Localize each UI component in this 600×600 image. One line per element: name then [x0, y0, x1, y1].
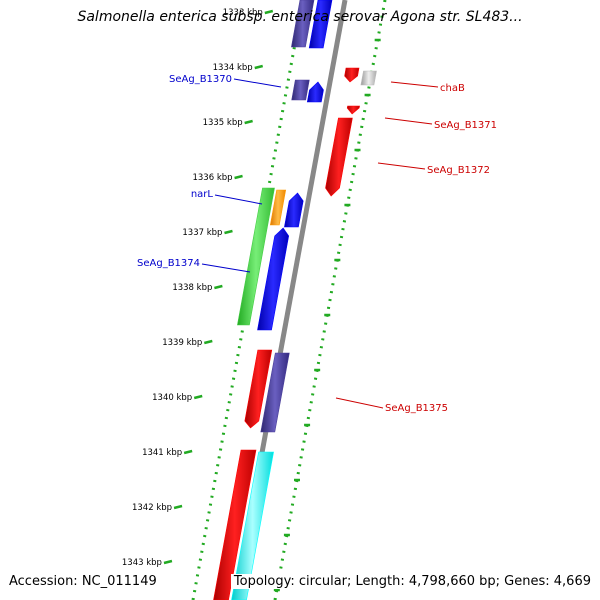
kbp-tick-label: 1338 kbp — [172, 283, 212, 293]
gene-SeAg_B1374 — [257, 227, 290, 331]
gene-SeAg_B1370-a — [291, 79, 310, 101]
gene-label-SeAg_B1372[interactable]: SeAg_B1372 — [427, 165, 490, 176]
gene-narL — [284, 192, 304, 228]
gene-SeAg_B1370-b — [306, 81, 324, 103]
kbp-tick-label: 1336 kbp — [192, 173, 232, 183]
gene-SeAg_B1375 — [260, 352, 290, 433]
kbp-tick — [193, 394, 203, 400]
gene-red-1340 — [244, 349, 273, 429]
kbp-tick-label: 1340 kbp — [152, 393, 192, 403]
kbp-tick — [163, 559, 173, 565]
kbp-tick-label: 1335 kbp — [203, 118, 243, 128]
gene-label-SeAg_B1370[interactable]: SeAg_B1370 — [169, 74, 232, 85]
gene-label-SeAg_B1375[interactable]: SeAg_B1375 — [385, 403, 448, 414]
gene-SeAg_B1374-green — [237, 187, 275, 326]
accession-label: Accession: NC_011149 — [6, 574, 160, 589]
kbp-tick — [224, 229, 233, 235]
kbp-tick-label: 1343 kbp — [122, 558, 162, 568]
gene-SeAg_B1372 — [325, 117, 353, 197]
gene-red-bottom — [213, 449, 257, 600]
kbp-tick-label: 1333 kbp — [223, 8, 263, 18]
kbp-tick-label: 1341 kbp — [142, 448, 182, 458]
kbp-tick — [264, 9, 274, 15]
kbp-tick — [244, 119, 253, 125]
gene-labels: SeAg_B1370 narL SeAg_B1374 chaB SeAg_B1371 Se… — [137, 74, 497, 414]
kbp-tick-label: 1334 kbp — [213, 63, 253, 73]
outer-dotted-track — [273, 0, 387, 600]
label-leader-line — [233, 78, 282, 88]
gene-label-SeAg_B1374[interactable]: SeAg_B1374 — [137, 258, 200, 269]
kbp-tick-label: 1342 kbp — [132, 503, 172, 513]
kbp-tick — [234, 174, 243, 180]
label-leader-line — [384, 117, 433, 125]
gene-blue-top — [308, 0, 333, 49]
gene-features — [213, 0, 377, 600]
kbp-tick — [254, 64, 264, 70]
gene-label-narL[interactable]: narL — [191, 189, 214, 200]
label-leader-line — [214, 194, 263, 205]
gene-slate-top — [291, 0, 315, 48]
gene-label-chaB[interactable]: chaB — [440, 83, 465, 94]
gene-grey-small — [360, 70, 377, 86]
label-leader-line — [377, 162, 426, 170]
label-leader-line — [390, 81, 439, 88]
gene-SeAg_B1371 — [346, 105, 360, 115]
gene-label-SeAg_B1371[interactable]: SeAg_B1371 — [434, 120, 497, 131]
kbp-ruler: 1333 kbp 1334 kbp 1335 kbp 1336 kbp 1337 kbp… — [122, 8, 381, 592]
topology-summary: Topology: circular; Length: 4,798,660 bp… — [230, 574, 594, 589]
kbp-tick — [203, 339, 213, 345]
label-leader-line — [201, 263, 251, 273]
map-title: Salmonella enterica subsp. enterica sero… — [77, 9, 523, 25]
kbp-tick-label: 1339 kbp — [162, 338, 202, 348]
gene-narL-orange — [269, 189, 287, 226]
kbp-tick-label: 1337 kbp — [182, 228, 222, 238]
gene-cyan-bottom — [231, 451, 274, 600]
label-leader-line — [335, 397, 384, 409]
kbp-tick — [173, 504, 183, 510]
kbp-tick — [214, 284, 223, 290]
kbp-tick — [183, 449, 193, 455]
gene-chaB — [344, 67, 360, 83]
